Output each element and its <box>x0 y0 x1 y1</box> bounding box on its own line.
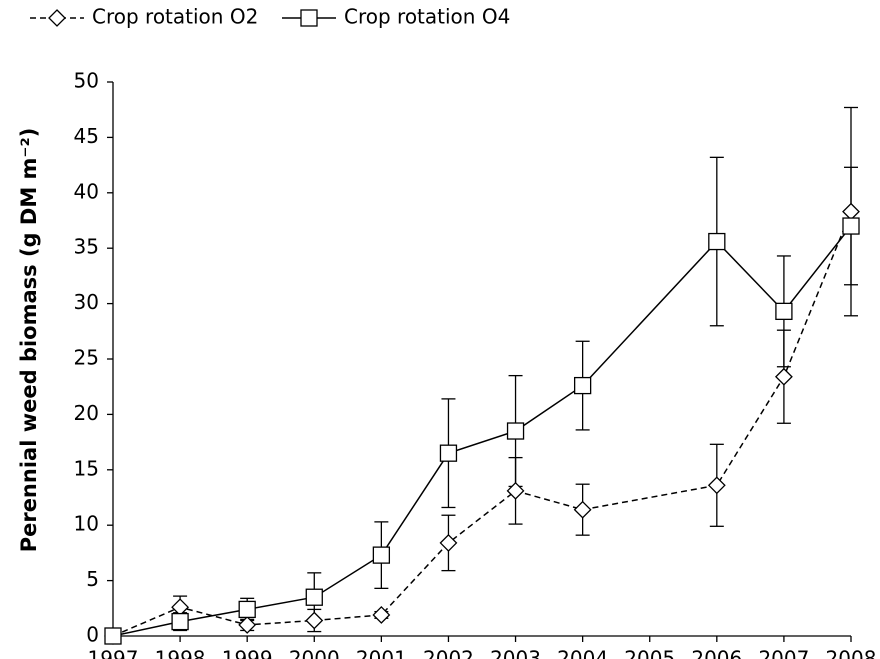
marker <box>439 444 458 462</box>
marker <box>708 232 726 251</box>
marker <box>238 600 256 619</box>
x-tick-label: 2006 <box>691 647 742 659</box>
marker <box>775 302 793 321</box>
y-tick-label: 20 <box>74 401 99 425</box>
marker <box>842 217 860 235</box>
marker <box>774 367 793 386</box>
y-tick-label: 35 <box>74 235 99 259</box>
marker <box>372 546 391 564</box>
y-tick-label: 30 <box>74 290 99 314</box>
marker <box>104 627 122 645</box>
marker <box>506 481 525 500</box>
x-tick-label: 1997 <box>88 647 139 659</box>
x-tick-label: 2008 <box>826 647 877 659</box>
y-tick-label: 40 <box>74 179 99 203</box>
y-axis-label: Perennial weed biomass (g DM m⁻²) <box>17 128 41 553</box>
marker <box>305 588 323 606</box>
legend-marker <box>48 9 66 27</box>
marker <box>573 376 592 395</box>
y-tick-label: 50 <box>74 69 99 93</box>
marker <box>573 500 592 519</box>
x-tick-label: 2005 <box>624 647 675 659</box>
y-tick-label: 25 <box>74 346 99 370</box>
marker <box>506 422 525 440</box>
legend-marker <box>300 9 318 27</box>
x-tick-label: 2003 <box>490 647 541 659</box>
x-tick-label: 2001 <box>356 647 407 659</box>
marker <box>171 612 189 631</box>
x-tick-label: 2002 <box>423 647 474 659</box>
y-tick-label: 5 <box>86 567 99 591</box>
x-tick-label: 2000 <box>289 647 340 659</box>
y-tick-label: 0 <box>86 623 99 647</box>
marker <box>439 534 458 552</box>
marker <box>305 611 324 630</box>
x-tick-label: 1998 <box>155 647 206 659</box>
y-tick-label: 45 <box>74 124 99 148</box>
y-tick-label: 10 <box>74 512 99 536</box>
series-line <box>112 225 852 637</box>
x-tick-label: 1999 <box>222 647 273 659</box>
series-line <box>112 211 852 637</box>
marker <box>842 202 860 221</box>
legend-label: Crop rotation O4 <box>344 5 510 29</box>
marker <box>238 616 257 634</box>
marker <box>372 606 391 624</box>
x-tick-label: 2007 <box>758 647 809 659</box>
y-tick-label: 15 <box>74 456 99 480</box>
marker <box>707 476 726 495</box>
legend-label: Crop rotation O2 <box>92 5 258 29</box>
x-tick-label: 2004 <box>557 647 608 659</box>
